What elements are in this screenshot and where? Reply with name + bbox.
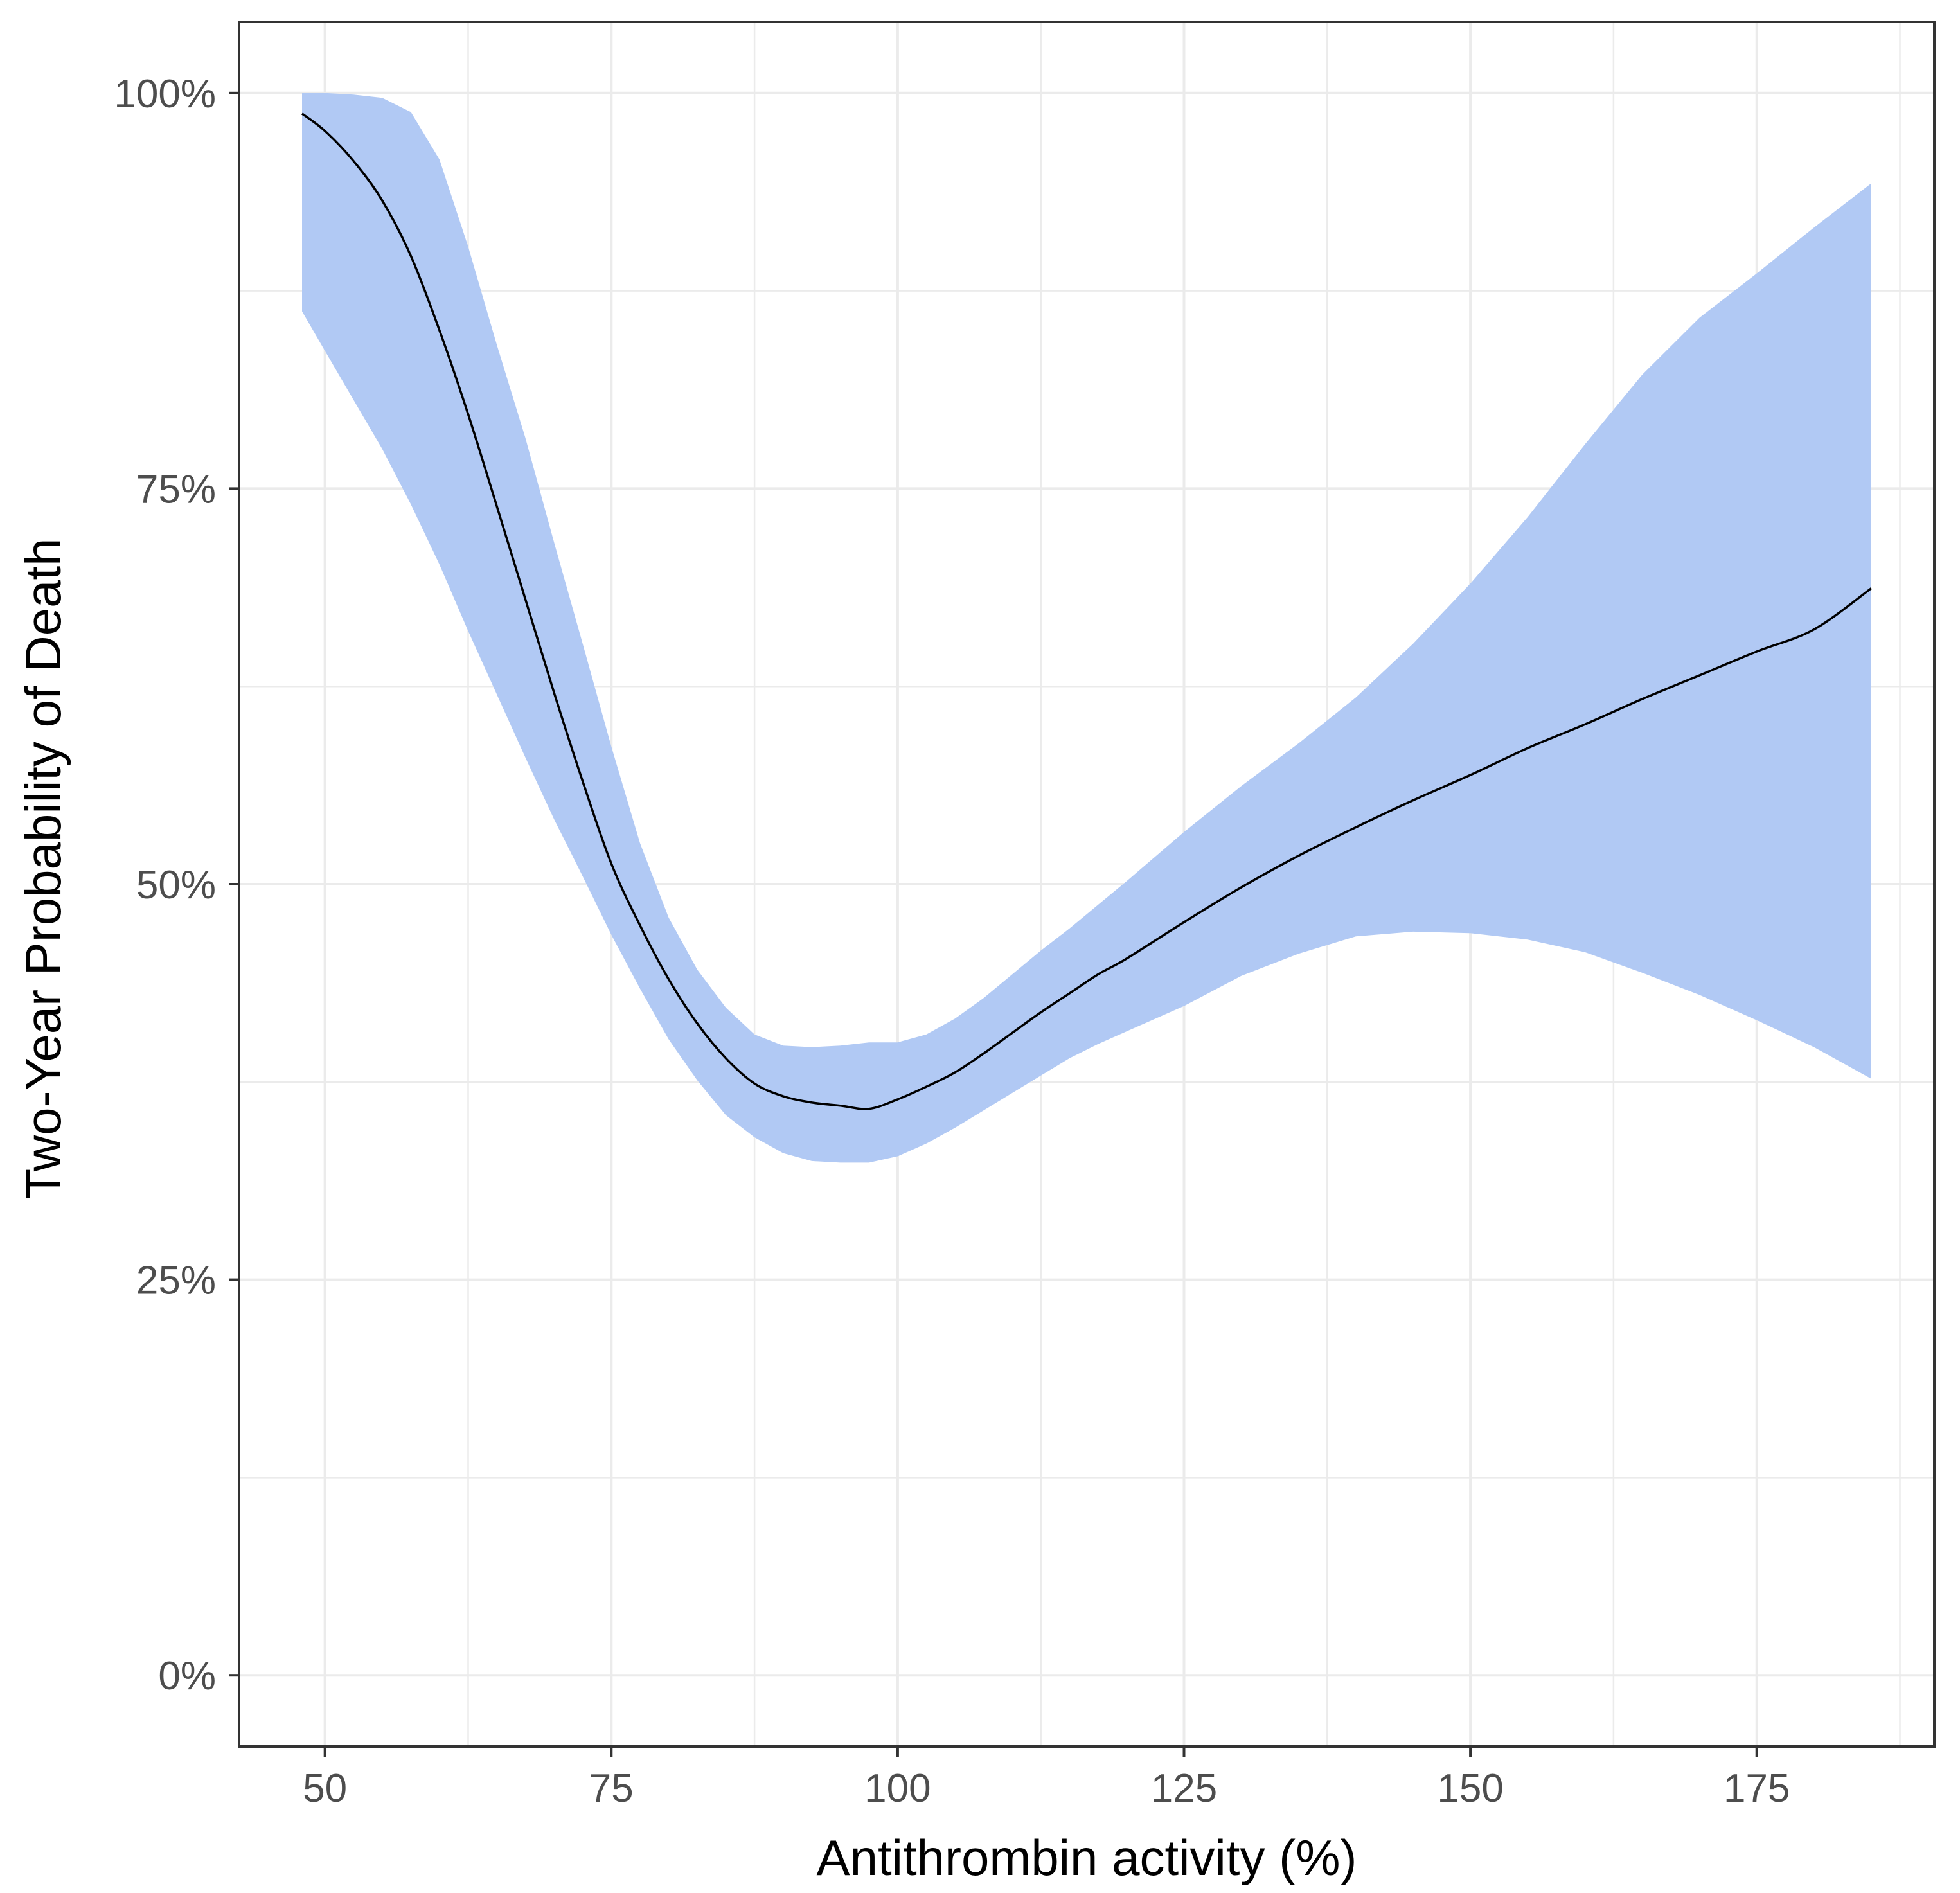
- x-tick-label: 125: [1151, 1766, 1217, 1811]
- y-tick-labels: 0% 25% 50% 75% 100%: [114, 72, 216, 1698]
- y-axis-title: Two-Year Probability of Death: [15, 538, 71, 1199]
- x-axis-title: Antithrombin activity (%): [817, 1829, 1357, 1886]
- y-tick-label: 50%: [136, 863, 216, 907]
- confidence-band-group: [302, 93, 1871, 1163]
- y-tick-label: 100%: [114, 72, 216, 116]
- y-tick-label: 0%: [158, 1654, 216, 1698]
- axis-ticks: [229, 91, 1758, 1757]
- confidence-band: [302, 93, 1871, 1163]
- x-tick-label: 100: [864, 1766, 931, 1811]
- x-tick-labels: 50 75 100 125 150 175: [303, 1766, 1790, 1811]
- x-tick-label: 150: [1437, 1766, 1503, 1811]
- line-series-group: [301, 112, 1873, 1110]
- fitted-line: [301, 112, 1873, 1110]
- y-tick-label: 25%: [136, 1259, 216, 1303]
- x-tick-label: 50: [303, 1766, 347, 1811]
- x-tick-label: 175: [1724, 1766, 1790, 1811]
- y-tick-label: 75%: [136, 467, 216, 511]
- x-tick-label: 75: [589, 1766, 634, 1811]
